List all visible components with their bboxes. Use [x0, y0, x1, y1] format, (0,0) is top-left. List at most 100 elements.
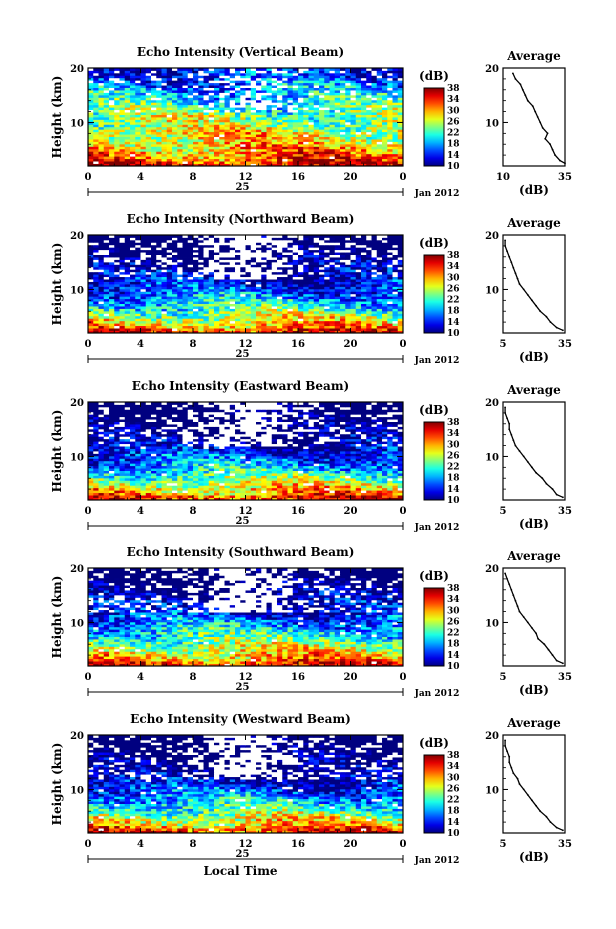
heatmap-cell: [229, 296, 236, 300]
heatmap-cell: [187, 279, 194, 282]
heatmap-cell: [355, 99, 362, 103]
heatmap-cell: [266, 121, 273, 125]
heatmap-cell: [98, 296, 105, 300]
heatmap-cell: [292, 70, 299, 74]
heatmap-cell: [345, 237, 351, 241]
heatmap-cell: [224, 143, 231, 147]
heatmap-cell: [292, 124, 299, 128]
heatmap-cell: [397, 328, 404, 331]
heatmap-cell: [397, 131, 404, 135]
heatmap-cell: [250, 242, 257, 246]
heatmap-cell: [340, 274, 346, 278]
heatmap-cell: [392, 97, 399, 101]
y-axis-label: Height (km): [50, 243, 64, 326]
heatmap-cell: [161, 151, 168, 155]
heatmap-cell: [103, 235, 110, 238]
heatmap-cell: [135, 244, 141, 248]
heatmap-cell: [345, 117, 351, 120]
heatmap-cell: [187, 261, 194, 265]
heatmap-cell: [271, 114, 278, 118]
heatmap-cell: [208, 284, 215, 287]
heatmap-cell: [392, 126, 399, 130]
heatmap-cell: [172, 325, 178, 329]
heatmap-cell: [88, 92, 94, 96]
heatmap-cell: [88, 156, 94, 160]
heatmap-cell: [140, 323, 147, 327]
y-tick-label: 20: [70, 231, 84, 242]
heatmap-cell: [235, 313, 241, 317]
heatmap-cell: [277, 320, 283, 324]
heatmap-cell: [277, 269, 283, 273]
heatmap-cell: [361, 99, 367, 103]
heatmap-cell: [298, 276, 304, 280]
heatmap-cell: [329, 87, 336, 91]
heatmap-cell: [124, 158, 131, 162]
heatmap-cell: [235, 109, 241, 113]
heatmap-cell: [182, 237, 189, 241]
heatmap-cell: [208, 261, 215, 265]
heatmap-cell: [103, 68, 110, 71]
heatmap-cell: [371, 92, 378, 96]
heatmap-cell: [198, 235, 204, 238]
heatmap-cell: [324, 306, 330, 309]
heatmap-cell: [366, 134, 372, 137]
heatmap-cell: [182, 310, 189, 314]
heatmap-cell: [387, 239, 393, 243]
heatmap-cell: [340, 68, 346, 71]
heatmap-cell: [334, 279, 341, 282]
heatmap-cell: [287, 99, 294, 103]
heatmap-cell: [109, 328, 115, 331]
heatmap-cell: [187, 119, 194, 123]
heatmap-cell: [271, 257, 278, 260]
heatmap-cell: [350, 239, 357, 243]
heatmap-cell: [292, 158, 299, 162]
heatmap-cell: [266, 247, 273, 251]
heatmap-cell: [250, 109, 257, 113]
heatmap-cell: [88, 102, 94, 106]
heatmap-cell: [287, 129, 294, 133]
heatmap-cell: [145, 158, 152, 162]
heatmap-cell: [214, 126, 220, 130]
heatmap-cell: [387, 80, 393, 84]
heatmap-cell: [303, 82, 309, 86]
heatmap-cell: [156, 156, 162, 160]
heatmap-cell: [397, 163, 404, 167]
heatmap-cell: [203, 306, 210, 309]
heatmap-cell: [261, 104, 267, 108]
heatmap-cell: [224, 97, 231, 101]
heatmap-cell: [140, 318, 147, 322]
heatmap-cell: [109, 104, 115, 108]
heatmap-cell: [292, 264, 299, 268]
heatmap-cell: [350, 330, 357, 334]
heatmap-cell: [88, 139, 94, 142]
colorbar-tick-label: 18: [447, 140, 460, 150]
heatmap-cell: [245, 158, 252, 162]
heatmap-cell: [151, 75, 157, 79]
heatmap-cell: [256, 306, 262, 309]
heatmap-cell: [397, 153, 404, 157]
heatmap-cell: [214, 70, 220, 74]
heatmap-cell: [151, 99, 157, 103]
heatmap-cell: [166, 308, 173, 312]
heatmap-cell: [98, 70, 105, 74]
heatmap-cell: [193, 114, 199, 118]
heatmap-cell: [261, 237, 267, 241]
heatmap-cell: [345, 306, 351, 309]
heatmap-cell: [172, 82, 178, 86]
heatmap-cell: [334, 318, 341, 322]
heatmap-cell: [145, 323, 152, 327]
heatmap-cell: [235, 271, 241, 275]
heatmap-cell: [298, 161, 304, 164]
heatmap-cell: [182, 94, 189, 98]
heatmap-cell: [187, 109, 194, 113]
heatmap-cell: [151, 139, 157, 142]
heatmap-cell: [303, 102, 309, 106]
heatmap-cell: [145, 274, 152, 278]
heatmap-cell: [140, 269, 147, 273]
heatmap-cell: [340, 148, 346, 152]
heatmap-cell: [271, 124, 278, 128]
heatmap-cell: [98, 315, 105, 319]
heatmap-cell: [277, 264, 283, 268]
colorbar-tick-label: 18: [447, 307, 460, 317]
profile-x-label: (dB): [519, 183, 549, 197]
